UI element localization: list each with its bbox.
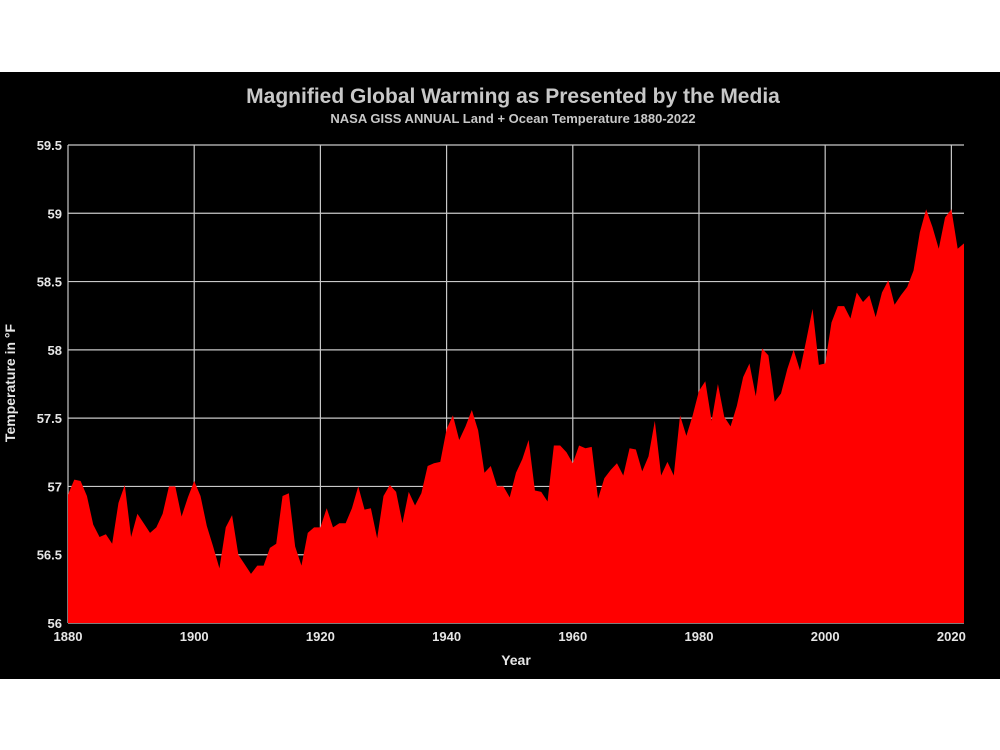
y-tick-label: 57.5 bbox=[37, 411, 62, 426]
y-tick-labels: 56 56.5 57 57.5 58 58.5 59 59.5 bbox=[37, 138, 62, 631]
chart: Magnified Global Warming as Presented by… bbox=[2, 85, 966, 668]
x-tick-label: 1920 bbox=[306, 629, 335, 644]
chart-panel: Magnified Global Warming as Presented by… bbox=[0, 72, 1000, 679]
x-tick-label: 1900 bbox=[180, 629, 209, 644]
x-axis-label: Year bbox=[501, 652, 531, 668]
y-axis-label: Temperature in °F bbox=[2, 323, 18, 442]
y-tick-label: 59.5 bbox=[37, 138, 62, 153]
x-tick-label: 1940 bbox=[432, 629, 461, 644]
chart-title: Magnified Global Warming as Presented by… bbox=[246, 85, 780, 108]
x-tick-label: 1980 bbox=[685, 629, 714, 644]
y-tick-label: 59 bbox=[48, 206, 62, 221]
y-tick-label: 58.5 bbox=[37, 275, 62, 290]
y-tick-label: 56.5 bbox=[37, 548, 62, 563]
x-tick-label: 2020 bbox=[937, 629, 966, 644]
chart-subtitle: NASA GISS ANNUAL Land + Ocean Temperatur… bbox=[330, 111, 695, 126]
temperature-area bbox=[68, 209, 964, 623]
x-tick-labels: 1880 1900 1920 1940 1960 1980 2000 2020 bbox=[54, 629, 966, 644]
x-tick-label: 2000 bbox=[811, 629, 840, 644]
x-tick-label: 1880 bbox=[54, 629, 83, 644]
y-tick-label: 58 bbox=[48, 343, 62, 358]
x-tick-label: 1960 bbox=[558, 629, 587, 644]
y-tick-label: 56 bbox=[48, 616, 62, 631]
y-tick-label: 57 bbox=[48, 479, 62, 494]
